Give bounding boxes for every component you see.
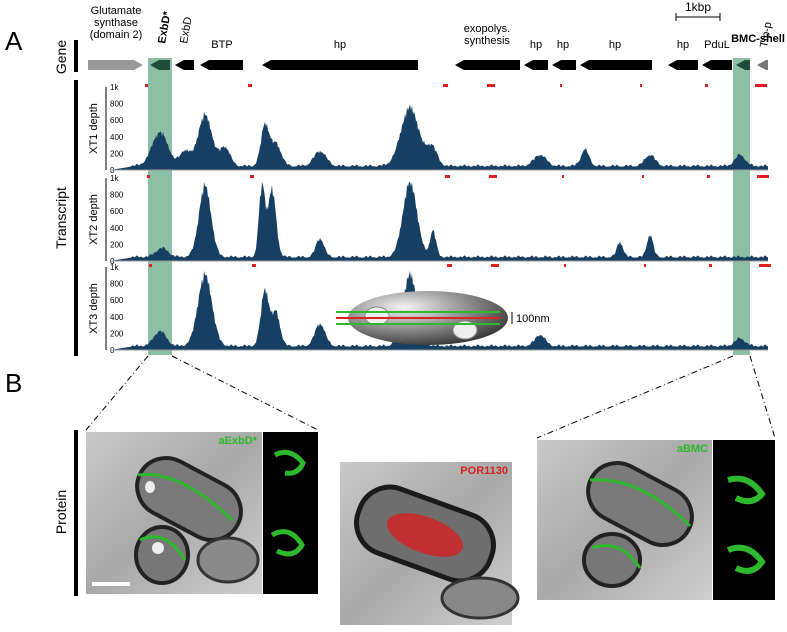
tick-label: 400 xyxy=(110,224,124,233)
gene-label: exopolys. xyxy=(464,23,510,35)
coverage-area xyxy=(110,182,768,261)
gene-label: ExbD* xyxy=(156,10,174,45)
tick-label: 200 xyxy=(110,149,124,158)
micrograph: POR1130 xyxy=(340,462,520,625)
gene-label: ExbD xyxy=(178,16,194,45)
marker xyxy=(443,84,448,87)
gene-arrow xyxy=(455,60,520,70)
image-label: aExbD* xyxy=(218,435,257,447)
marker xyxy=(248,84,252,87)
gene-label: hp xyxy=(609,39,621,51)
track-label: XT2 depth xyxy=(88,194,100,245)
tick-label: 600 xyxy=(110,296,124,305)
gene-arrow xyxy=(668,60,698,70)
row-bar xyxy=(74,430,78,596)
gene-label: hp xyxy=(530,39,542,51)
marker xyxy=(445,175,450,178)
marker xyxy=(147,175,150,178)
tick-label: 600 xyxy=(110,207,124,216)
marker xyxy=(250,175,254,178)
micrograph: aBMC xyxy=(537,440,775,600)
depth-tracks: XT1 depth1k8006004002000XT2 depth1k80060… xyxy=(88,83,771,355)
scale-label: 100nm xyxy=(516,313,550,325)
row-bar xyxy=(74,80,78,356)
marker xyxy=(707,175,710,178)
marker xyxy=(705,84,708,87)
tick-label: 800 xyxy=(110,280,124,289)
tick-label: 400 xyxy=(110,313,124,322)
gene-arrow xyxy=(88,60,143,70)
tick-label: 600 xyxy=(110,116,124,125)
row-label: Transcript xyxy=(53,187,69,249)
gene-label: synthesis xyxy=(464,35,510,47)
panel-label: B xyxy=(5,368,22,398)
gene-label: synthase xyxy=(94,17,138,29)
zoom-lines xyxy=(85,355,776,439)
micrograph: aExbD* xyxy=(86,432,318,594)
gene-arrow xyxy=(150,60,170,70)
marker xyxy=(642,175,644,178)
highlight xyxy=(148,58,172,355)
marker xyxy=(644,264,646,267)
marker xyxy=(564,264,566,267)
gene-label: PduL xyxy=(704,39,730,51)
tick-label: 800 xyxy=(110,100,124,109)
marker xyxy=(447,264,452,267)
row-label: Protein xyxy=(53,490,69,534)
gene-arrow xyxy=(580,60,652,70)
granule xyxy=(364,306,390,326)
gene-arrow xyxy=(200,60,243,70)
marker xyxy=(149,264,152,267)
gene-label: hp xyxy=(334,39,346,51)
marker xyxy=(562,175,564,178)
gene-arrow xyxy=(524,60,548,70)
gene-label: Glutamate xyxy=(91,5,142,17)
gene-label: Tfp-p xyxy=(758,21,774,48)
gene-label: (domain 2) xyxy=(90,29,143,41)
gene-arrow xyxy=(757,60,768,70)
gene-arrow xyxy=(736,60,750,70)
gene-arrow xyxy=(175,60,194,70)
marker xyxy=(145,84,148,87)
image-label: aBMC xyxy=(677,443,708,455)
marker xyxy=(759,264,771,267)
marker xyxy=(487,84,495,87)
marker xyxy=(757,175,769,178)
coverage-area xyxy=(110,104,768,170)
tick-label: 1k xyxy=(110,263,119,272)
scale-label: 1kbp xyxy=(685,0,711,14)
gene-label: BTP xyxy=(211,39,232,51)
gene-arrow xyxy=(552,60,576,70)
highlight xyxy=(733,58,750,355)
coverage-area xyxy=(110,271,768,350)
marker xyxy=(252,264,256,267)
tick-label: 200 xyxy=(110,240,124,249)
granule xyxy=(452,320,478,340)
marker xyxy=(560,84,562,87)
marker xyxy=(640,84,642,87)
marker xyxy=(489,175,497,178)
row-bar xyxy=(74,40,78,72)
tick-label: 1k xyxy=(110,174,119,183)
track-label: XT3 depth xyxy=(88,283,100,334)
gene-arrow xyxy=(702,60,732,70)
panel-label: A xyxy=(5,26,23,56)
gene-label: BMC-shell xyxy=(731,33,785,45)
gene-label: hp xyxy=(677,39,689,51)
gene-arrow xyxy=(262,60,418,70)
marker xyxy=(755,84,767,87)
tick-label: 200 xyxy=(110,329,124,338)
gene-label: hp xyxy=(557,39,569,51)
tick-label: 800 xyxy=(110,191,124,200)
track-label: XT1 depth xyxy=(88,103,100,154)
marker xyxy=(491,264,499,267)
row-label: Gene xyxy=(53,40,69,74)
marker xyxy=(709,264,712,267)
tick-label: 1k xyxy=(110,83,119,92)
tick-label: 400 xyxy=(110,133,124,142)
image-label: POR1130 xyxy=(460,465,508,477)
